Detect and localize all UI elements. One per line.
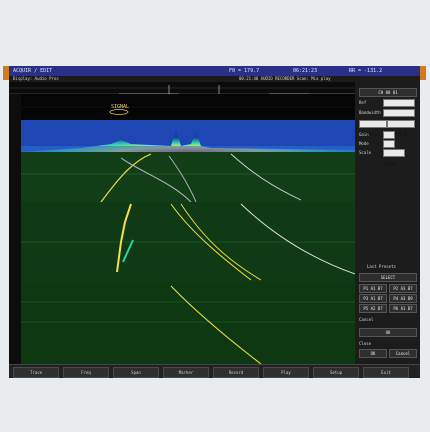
select-button[interactable]: SELECT [359, 273, 417, 282]
range-end-field[interactable]: +1975.0 [387, 120, 415, 137]
ok-button[interactable]: OK [359, 328, 417, 337]
softkey-5[interactable]: Record [213, 367, 259, 378]
preset-3[interactable]: P3 A1 B7 [359, 294, 387, 303]
instrument-screen: ACQUIR / EDIT F0 = 179.7 06:21:23 RR = -… [9, 66, 420, 378]
waterfall-panel-3 [21, 282, 355, 365]
close-label[interactable]: Close [359, 341, 372, 346]
range-end-value: +1975.0 [390, 132, 407, 137]
display-mode[interactable]: Display: Audio Proc [13, 76, 59, 81]
right-control-panel: CH 00 01 Ref VALUE1 Bandwidth VAL -1987.… [355, 76, 420, 364]
top-status-bar: ACQUIR / EDIT F0 = 179.7 06:21:23 RR = -… [9, 66, 420, 76]
scale-value: Auto [386, 161, 396, 166]
waterfall-2-svg [21, 202, 355, 282]
channel-header[interactable]: CH 00 01 [359, 88, 417, 97]
cancel-button[interactable]: Cancel [389, 349, 417, 358]
softkey-3[interactable]: Span [113, 367, 159, 378]
bandwidth-field[interactable]: VAL [383, 109, 415, 126]
softkey-1[interactable]: Trace [13, 367, 59, 378]
preset-6[interactable]: P6 A1 B7 [389, 304, 417, 313]
marker-label: SIGNAL [111, 104, 130, 110]
softkey-4[interactable]: Marker [163, 367, 209, 378]
frequency-ruler [9, 82, 355, 97]
recorder-status: 00:21:48 AUDIO RECORDER Scan: Mix play [239, 76, 331, 81]
clock-readout: 06:21:23 [293, 68, 318, 74]
acquisition-label[interactable]: ACQUIR / EDIT [13, 68, 53, 74]
range-start-field[interactable]: -1987.3 [359, 120, 387, 137]
preset-4[interactable]: P4 A3 B9 [389, 294, 417, 303]
gain-label: Gain [359, 132, 369, 137]
softkey-2[interactable]: Freq [63, 367, 109, 378]
cancel-label-top[interactable]: Cancel [359, 317, 374, 322]
spectrum-svg [21, 106, 355, 115]
sub-status-bar: Display: Audio Proc 00:21:48 AUDIO RECOR… [9, 76, 355, 82]
density-svg [21, 120, 355, 152]
waterfall-panel-2 [21, 202, 355, 283]
bandwidth-label: Bandwidth [359, 110, 381, 115]
scale-label: Scale [359, 150, 372, 155]
softkey-6[interactable]: Play [263, 367, 309, 378]
frequency-readout: F0 = 179.7 [229, 68, 260, 74]
bottom-softkey-bar: Trace Freq Span Marker Record Play Setup… [9, 364, 420, 378]
mode-field[interactable]: 1 [383, 140, 395, 157]
level-readout: RR = -131.2 [349, 68, 383, 74]
softkey-8[interactable]: Exit [363, 367, 409, 378]
left-axis [9, 94, 21, 364]
ok-small-button[interactable]: OK [359, 349, 387, 358]
preset-1[interactable]: P1 A1 B7 [359, 284, 387, 293]
ref-label: Ref [359, 100, 367, 105]
waterfall-3-svg [21, 282, 355, 364]
spectrum-density-panel [21, 120, 355, 153]
waterfall-panel-1 [21, 152, 355, 203]
preset-5[interactable]: P5 A2 B7 [359, 304, 387, 313]
waterfall-1-svg [21, 152, 355, 202]
gain-field[interactable]: 0 [383, 131, 395, 148]
scale-field[interactable]: Auto [383, 149, 405, 166]
presets-title: Last Presets [367, 264, 396, 269]
mode-label: Mode [359, 141, 369, 146]
softkey-7[interactable]: Setup [313, 367, 359, 378]
range-start-value: -1987.3 [362, 132, 379, 137]
spectrum-panel: SIGNAL [21, 94, 355, 121]
preset-2[interactable]: P2 A3 B7 [389, 284, 417, 293]
ref-field[interactable]: VALUE1 [383, 99, 415, 116]
